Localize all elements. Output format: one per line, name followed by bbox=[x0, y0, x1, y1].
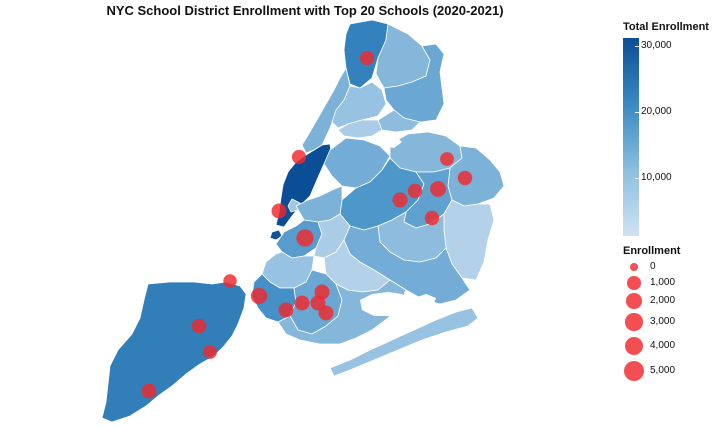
colorbar-tickmark bbox=[635, 178, 639, 179]
school-marker[interactable] bbox=[430, 181, 446, 197]
size-legend-label: 3,000 bbox=[650, 316, 676, 327]
school-marker[interactable] bbox=[392, 192, 408, 208]
color-legend-title: Total Enrollment bbox=[623, 21, 709, 33]
rikers-island bbox=[384, 136, 402, 148]
school-marker[interactable] bbox=[271, 203, 287, 219]
size-legend-dot bbox=[624, 336, 644, 356]
size-legend-dot bbox=[630, 263, 638, 271]
jamaica-bay-island bbox=[360, 292, 410, 316]
east-river-gap bbox=[318, 168, 330, 184]
size-legend-label: 1,000 bbox=[650, 277, 676, 288]
size-legend-dot bbox=[624, 361, 644, 381]
school-marker[interactable] bbox=[191, 318, 207, 334]
size-legend-label: 5,000 bbox=[650, 365, 676, 376]
district-manhattan-tip bbox=[269, 229, 283, 241]
colorbar-tick-label: 10,000 bbox=[641, 172, 672, 183]
school-marker[interactable] bbox=[250, 287, 268, 305]
size-legend-label: 0 bbox=[650, 261, 656, 272]
district-queens-rockaway bbox=[329, 307, 479, 377]
map-title: NYC School District Enrollment with Top … bbox=[106, 3, 504, 18]
school-marker[interactable] bbox=[407, 183, 423, 199]
colorbar-tickmark bbox=[635, 112, 639, 113]
color-scale-bar bbox=[623, 38, 639, 236]
district-queens-north bbox=[389, 131, 463, 173]
size-legend-dot bbox=[626, 293, 642, 309]
school-marker[interactable] bbox=[141, 383, 157, 399]
district-bronx-south bbox=[337, 119, 383, 139]
district-staten-island bbox=[101, 281, 247, 423]
school-marker[interactable] bbox=[359, 50, 375, 66]
school-marker[interactable] bbox=[310, 295, 326, 311]
colorbar-tick-label: 20,000 bbox=[641, 106, 672, 117]
school-marker[interactable] bbox=[440, 152, 454, 166]
size-legend-dot bbox=[625, 313, 643, 331]
school-marker[interactable] bbox=[291, 149, 307, 165]
size-legend-dot bbox=[627, 276, 641, 290]
colorbar-tickmark bbox=[635, 46, 639, 47]
size-legend-label: 2,000 bbox=[650, 295, 676, 306]
district-manhattan-lower bbox=[287, 198, 301, 213]
school-marker[interactable] bbox=[294, 295, 310, 311]
size-legend-title: Enrollment bbox=[623, 245, 681, 257]
size-legend-label: 4,000 bbox=[650, 340, 676, 351]
school-marker[interactable] bbox=[296, 229, 314, 247]
colorbar-tick-label: 30,000 bbox=[641, 40, 672, 51]
school-marker[interactable] bbox=[278, 302, 294, 318]
school-marker[interactable] bbox=[424, 210, 440, 226]
jamaica-bay-island bbox=[414, 294, 436, 310]
school-marker[interactable] bbox=[457, 170, 473, 186]
school-marker[interactable] bbox=[223, 274, 237, 288]
school-marker[interactable] bbox=[318, 305, 334, 321]
school-marker[interactable] bbox=[203, 345, 217, 359]
